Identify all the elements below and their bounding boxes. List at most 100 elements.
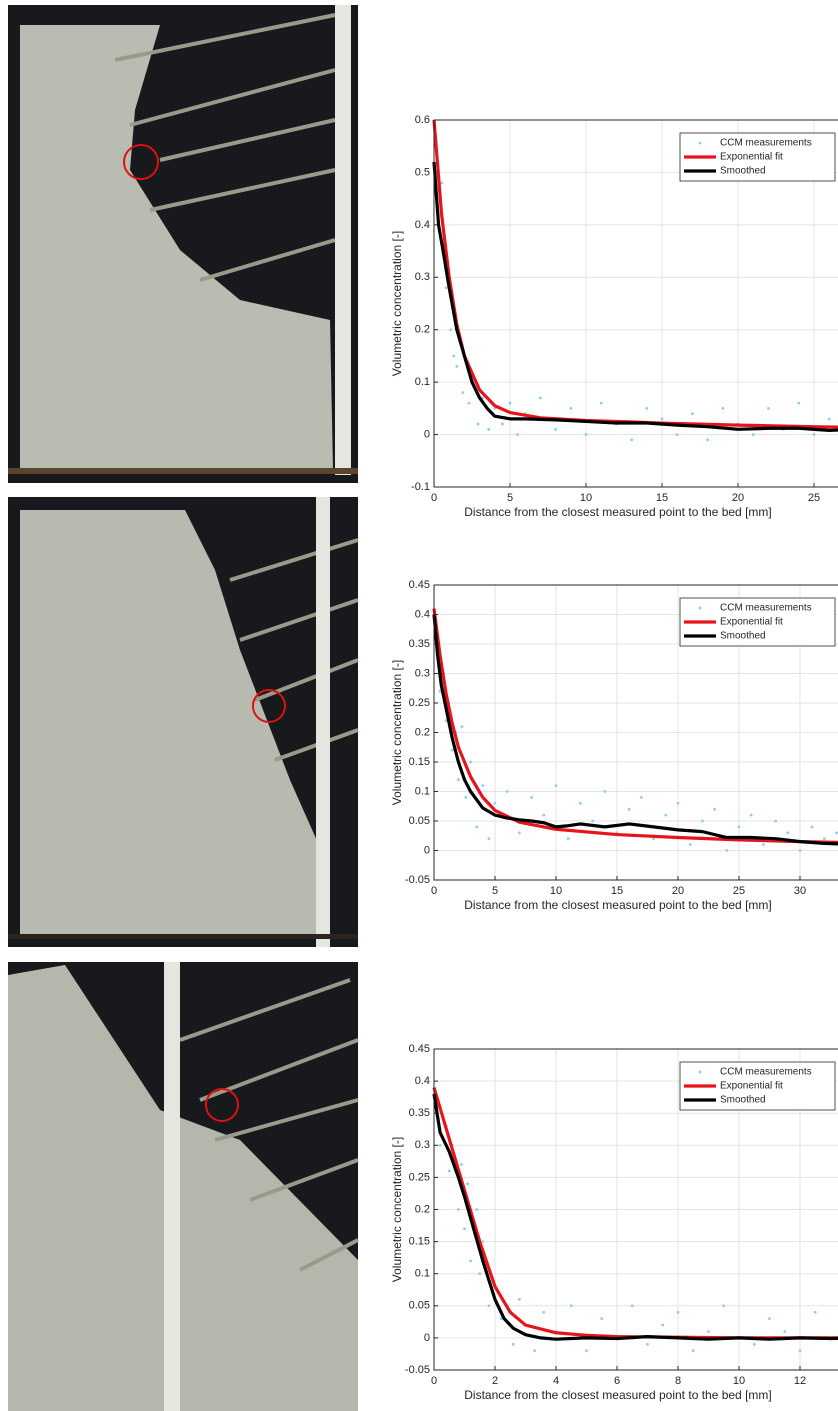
y-tick-label: 0	[424, 428, 430, 440]
x-tick-label: 30	[794, 885, 806, 897]
y-tick-label: 0.2	[415, 324, 430, 336]
y-tick-label: 0.1	[415, 1268, 430, 1280]
data-point	[467, 401, 471, 405]
x-tick-label: 8	[675, 1375, 681, 1387]
y-axis-label: Volumetric concentration [-]	[390, 660, 404, 805]
x-axis-label: Distance from the closest measured point…	[464, 1388, 771, 1402]
axes-box	[433, 119, 838, 488]
y-tick-label: 0.2	[415, 726, 430, 738]
line	[432, 119, 838, 429]
data-point	[539, 396, 542, 400]
y-tick-label: -0.05	[405, 874, 430, 886]
y-tick-label: 0.4	[415, 608, 430, 620]
axes-box	[433, 1048, 838, 1371]
x-tick-label: 0	[431, 885, 437, 897]
y-tick-label: 0.2	[415, 1203, 430, 1215]
x-tick-label: 0	[431, 1375, 437, 1387]
y-tick-label: 0.6	[415, 114, 430, 126]
data-point	[707, 1330, 710, 1333]
legend-label: CCM measurements	[720, 603, 812, 614]
data-point	[542, 813, 546, 817]
y-tick-label: -0.05	[405, 1364, 430, 1376]
data-point	[627, 807, 631, 811]
data-point	[481, 784, 485, 787]
x-tick-label: 25	[808, 492, 820, 504]
y-tick-label: -0.1	[411, 481, 430, 493]
data-point	[599, 401, 603, 405]
x-tick-label: 6	[614, 1375, 620, 1387]
data-point	[499, 1317, 503, 1321]
data-point	[508, 401, 512, 405]
data-point	[810, 825, 814, 829]
data-point	[460, 725, 464, 728]
data-point	[752, 1342, 756, 1346]
data-point	[481, 1240, 485, 1243]
data-point	[640, 796, 643, 799]
data-point	[469, 1259, 472, 1263]
data-point	[713, 807, 716, 811]
y-tick-label: 0.45	[409, 1043, 430, 1055]
data-point	[813, 1310, 817, 1314]
data-point	[675, 433, 679, 436]
x-tick-label: 15	[656, 492, 668, 504]
data-point	[478, 1272, 482, 1276]
legend-label: Exponential fit	[720, 1081, 783, 1092]
y-axis-label: Volumetric concentration [-]	[390, 231, 404, 376]
data-point	[569, 1304, 573, 1308]
data-point	[749, 813, 753, 817]
x-tick-label: 20	[672, 885, 684, 897]
x-tick-label: 2	[492, 1375, 498, 1387]
data-point	[737, 825, 741, 829]
legend-label: Exponential fit	[720, 617, 783, 628]
y-tick-label: 0.35	[409, 638, 430, 650]
x-tick-label: 4	[553, 1375, 559, 1387]
x-tick-label: 10	[733, 1375, 745, 1387]
data-point	[652, 837, 655, 841]
data-point	[701, 819, 704, 823]
x-tick-label: 10	[580, 492, 592, 504]
data-point	[493, 801, 497, 805]
data-point	[579, 801, 582, 805]
data-point	[664, 813, 668, 817]
legend-label: Smoothed	[720, 166, 766, 177]
data-point	[533, 1349, 537, 1353]
x-tick-label: 0	[431, 492, 437, 504]
photo	[8, 962, 359, 1411]
y-tick-label: 0.15	[409, 756, 430, 768]
data-point	[447, 1169, 451, 1173]
data-point	[475, 1208, 479, 1211]
x-tick-label: 12	[794, 1375, 806, 1387]
data-point	[630, 438, 633, 442]
data-point	[449, 328, 453, 332]
data-point	[798, 849, 802, 852]
data-point	[460, 1163, 463, 1166]
data-point	[630, 1304, 634, 1308]
data-point	[487, 837, 491, 841]
x-tick-label: 10	[550, 885, 562, 897]
data-point	[487, 427, 491, 431]
y-tick-label: 0.35	[409, 1107, 430, 1119]
y-tick-label: 0	[424, 1332, 430, 1344]
data-point	[450, 748, 454, 752]
data-point	[463, 1227, 466, 1231]
data-point	[440, 181, 443, 185]
data-point	[591, 819, 594, 823]
axes-box	[433, 584, 838, 881]
y-tick-label: 0.25	[409, 697, 430, 709]
data-point	[751, 433, 755, 436]
x-tick-label: 5	[507, 492, 513, 504]
data-point	[812, 433, 816, 436]
data-point	[600, 1317, 604, 1321]
data-point	[476, 422, 480, 426]
y-tick-label: 0.45	[409, 579, 430, 591]
data-point	[566, 837, 570, 841]
data-point	[762, 843, 765, 846]
data-point	[797, 401, 801, 405]
data-point	[518, 1297, 521, 1301]
data-point	[584, 433, 588, 436]
y-axis-label: Volumetric concentration [-]	[390, 1137, 404, 1282]
data-point	[823, 837, 826, 841]
data-point	[452, 354, 456, 358]
data-point	[661, 1323, 665, 1327]
